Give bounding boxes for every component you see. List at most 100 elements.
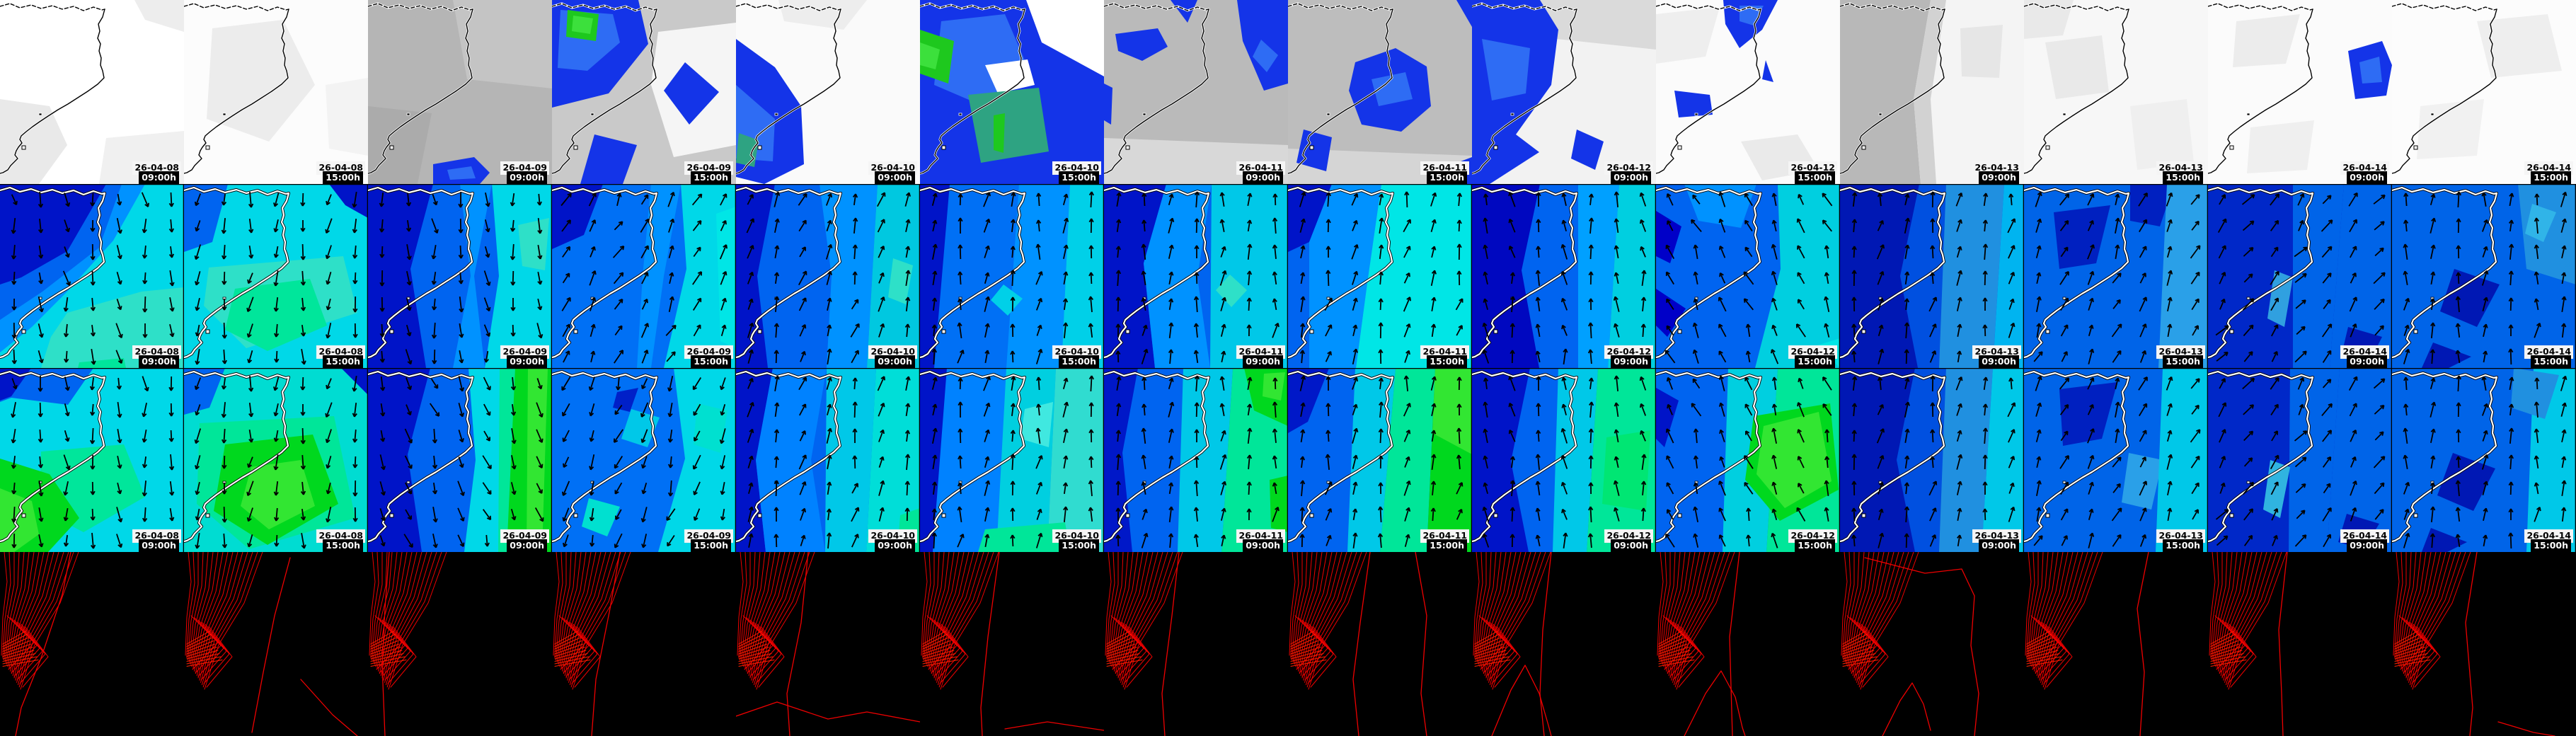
forecast-tile-r4c2[interactable] xyxy=(184,552,368,736)
forecast-tile-r2c9[interactable]: 26-04-12 09:00h xyxy=(1472,184,1656,368)
forecast-tile-r1c9[interactable]: 26-04-12 09:00h xyxy=(1472,0,1656,184)
coastline xyxy=(1104,370,1210,543)
wind-arrows xyxy=(11,191,175,365)
forecast-tile-r1c1[interactable]: 26-04-08 09:00h xyxy=(0,0,184,184)
tile-time-label: 15:00h xyxy=(2163,171,2203,184)
forecast-tile-r3c5[interactable]: 26-04-10 09:00h xyxy=(736,368,920,552)
forecast-tile-r1c13[interactable]: 26-04-14 09:00h xyxy=(2208,0,2392,184)
forecast-tile-r4c10[interactable] xyxy=(1656,552,1840,736)
tile-time-label: 15:00h xyxy=(691,355,731,368)
forecast-tile-r3c14[interactable]: 26-04-14 15:00h xyxy=(2392,368,2576,552)
forecast-tile-r3c10[interactable]: 26-04-12 15:00h xyxy=(1656,368,1840,552)
forecast-tile-r3c6[interactable]: 26-04-10 15:00h xyxy=(920,368,1104,552)
forecast-tile-r1c11[interactable]: 26-04-13 09:00h xyxy=(1840,0,2024,184)
forecast-tile-r1c6[interactable]: 26-04-10 15:00h xyxy=(920,0,1104,184)
forecast-tile-r3c2[interactable]: 26-04-08 15:00h xyxy=(184,368,368,552)
city-marker xyxy=(1493,513,1498,518)
wind-arrows xyxy=(1115,375,1280,549)
forecast-tile-r1c8[interactable]: 26-04-11 15:00h xyxy=(1288,0,1472,184)
city-marker xyxy=(1309,145,1314,150)
map-canvas xyxy=(2208,184,2392,368)
forecast-tile-r4c14[interactable] xyxy=(2392,552,2576,736)
tile-time-label: 09:00h xyxy=(2347,355,2387,368)
forecast-tile-r4c12[interactable] xyxy=(2024,552,2208,736)
forecast-tile-r3c1[interactable]: 26-04-08 09:00h xyxy=(0,368,184,552)
pressure-contours xyxy=(1473,552,1552,736)
forecast-tile-r2c5[interactable]: 26-04-10 09:00h xyxy=(736,184,920,368)
coastline xyxy=(368,186,474,359)
forecast-tile-r4c3[interactable] xyxy=(368,552,552,736)
forecast-tile-r1c7[interactable]: 26-04-11 09:00h xyxy=(1104,0,1288,184)
forecast-tile-r2c1[interactable]: 26-04-08 09:00h xyxy=(0,184,184,368)
forecast-tile-r3c4[interactable]: 26-04-09 15:00h xyxy=(552,368,736,552)
forecast-tile-r2c8[interactable]: 26-04-11 15:00h xyxy=(1288,184,1472,368)
coastline xyxy=(1472,2,1578,175)
forecast-tile-r1c5[interactable]: 26-04-10 09:00h xyxy=(736,0,920,184)
city-marker xyxy=(21,329,26,334)
forecast-tile-r2c3[interactable]: 26-04-09 09:00h xyxy=(368,184,552,368)
map-canvas xyxy=(920,552,1104,736)
tile-time-label: 15:00h xyxy=(323,539,363,552)
map-canvas xyxy=(1472,368,1656,552)
map-canvas xyxy=(2024,0,2208,184)
forecast-tile-r4c9[interactable] xyxy=(1472,552,1656,736)
forecast-tile-r4c8[interactable] xyxy=(1288,552,1472,736)
forecast-tile-r3c8[interactable]: 26-04-11 15:00h xyxy=(1288,368,1472,552)
city-marker xyxy=(1493,329,1498,334)
coastline xyxy=(2208,370,2314,543)
city-marker xyxy=(941,329,946,334)
forecast-tile-r4c13[interactable] xyxy=(2208,552,2392,736)
forecast-tile-r4c5[interactable] xyxy=(736,552,920,736)
forecast-tile-r2c4[interactable]: 26-04-09 15:00h xyxy=(552,184,736,368)
island-mark xyxy=(958,113,962,116)
tile-time-label: 15:00h xyxy=(2163,539,2203,552)
pressure-contours xyxy=(736,552,920,736)
city-marker xyxy=(1309,513,1314,518)
map-canvas xyxy=(184,368,368,552)
wind-arrows xyxy=(1482,191,1647,365)
tile-time-label: 09:00h xyxy=(139,355,179,368)
forecast-tile-r1c2[interactable]: 26-04-08 15:00h xyxy=(184,0,368,184)
coastline xyxy=(2392,186,2498,359)
forecast-tile-r2c13[interactable]: 26-04-14 09:00h xyxy=(2208,184,2392,368)
forecast-tile-r1c4[interactable]: 26-04-09 15:00h xyxy=(552,0,736,184)
city-marker xyxy=(1861,329,1866,334)
forecast-tile-r3c13[interactable]: 26-04-14 09:00h xyxy=(2208,368,2392,552)
forecast-tile-r2c6[interactable]: 26-04-10 15:00h xyxy=(920,184,1104,368)
forecast-tile-r4c4[interactable] xyxy=(552,552,736,736)
forecast-tile-r2c2[interactable]: 26-04-08 15:00h xyxy=(184,184,368,368)
forecast-tile-r2c14[interactable]: 26-04-14 15:00h xyxy=(2392,184,2576,368)
forecast-tile-r1c12[interactable]: 26-04-13 15:00h xyxy=(2024,0,2208,184)
tile-time-label: 09:00h xyxy=(1979,355,2019,368)
forecast-tile-r3c7[interactable]: 26-04-11 09:00h xyxy=(1104,368,1288,552)
forecast-tile-r3c11[interactable]: 26-04-13 09:00h xyxy=(1840,368,2024,552)
forecast-tile-r4c7[interactable] xyxy=(1104,552,1288,736)
forecast-tile-r2c12[interactable]: 26-04-13 15:00h xyxy=(2024,184,2208,368)
map-canvas xyxy=(0,0,184,184)
city-marker xyxy=(1125,145,1130,150)
island-mark xyxy=(38,113,42,116)
wind-arrows xyxy=(1299,375,1464,549)
forecast-tile-r1c10[interactable]: 26-04-12 15:00h xyxy=(1656,0,1840,184)
tile-time-label: 15:00h xyxy=(323,355,363,368)
forecast-tile-r2c10[interactable]: 26-04-12 15:00h xyxy=(1656,184,1840,368)
forecast-tile-r3c9[interactable]: 26-04-12 09:00h xyxy=(1472,368,1656,552)
forecast-tile-r2c7[interactable]: 26-04-11 09:00h xyxy=(1104,184,1288,368)
pressure-contours xyxy=(1841,552,1979,736)
forecast-tile-r3c3[interactable]: 26-04-09 09:00h xyxy=(368,368,552,552)
city-marker xyxy=(1861,145,1866,150)
pressure-contours xyxy=(2393,552,2555,736)
map-canvas xyxy=(736,184,920,368)
forecast-tile-r1c3[interactable]: 26-04-09 09:00h xyxy=(368,0,552,184)
forecast-tile-r4c6[interactable] xyxy=(920,552,1104,736)
forecast-tile-r4c11[interactable] xyxy=(1840,552,2024,736)
pressure-contours xyxy=(1105,552,1183,736)
city-marker xyxy=(1677,329,1682,334)
forecast-tile-r1c14[interactable]: 26-04-14 15:00h xyxy=(2392,0,2576,184)
forecast-tile-r2c11[interactable]: 26-04-13 09:00h xyxy=(1840,184,2024,368)
forecast-tile-r4c1[interactable] xyxy=(0,552,184,736)
forecast-tile-r3c12[interactable]: 26-04-13 15:00h xyxy=(2024,368,2208,552)
city-marker xyxy=(205,329,210,334)
map-canvas xyxy=(1840,368,2024,552)
